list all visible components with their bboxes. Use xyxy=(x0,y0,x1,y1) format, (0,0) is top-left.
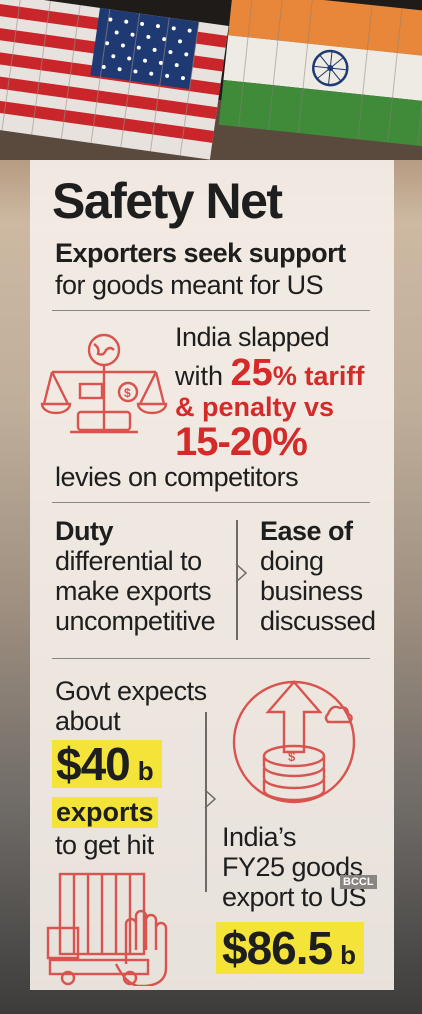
fy25-block: India’s FY25 goods export to US xyxy=(222,822,367,912)
ease-line: business xyxy=(260,576,363,606)
tariff-with: with xyxy=(175,361,224,391)
india-flag-container xyxy=(218,0,422,147)
tariff-line1: India slapped xyxy=(175,322,330,352)
tariff-suffix: % tariff xyxy=(272,361,365,391)
ease-line: doing xyxy=(260,546,324,576)
tariff-line5: levies on competitors xyxy=(55,462,299,492)
duty-line: make exports xyxy=(55,576,212,606)
govt-block: Govt expects about xyxy=(55,676,207,736)
header-flags-image xyxy=(0,0,422,160)
fy25-line: India’s xyxy=(222,822,297,852)
tariff-pct: 25 xyxy=(230,352,273,394)
duty-block: Duty differential to make exports uncomp… xyxy=(55,516,216,636)
govt-exports: exports xyxy=(56,797,154,827)
svg-text:$: $ xyxy=(124,386,131,400)
ease-block: Ease of doing business discussed xyxy=(260,516,376,636)
trade-scale-icon: $ xyxy=(40,333,168,434)
govt-unit: b xyxy=(137,756,154,786)
watermark: BCCL xyxy=(340,875,377,889)
rising-coins-icon: $ xyxy=(232,680,356,804)
fy25-value: $86.5 xyxy=(222,922,333,974)
tariff-range: 15-20% xyxy=(175,420,308,464)
duty-line: differential to xyxy=(55,546,202,576)
separator-notch xyxy=(235,564,248,582)
us-flag-container xyxy=(0,0,229,160)
vertical-separator xyxy=(236,520,238,640)
fy25-line: FY25 goods xyxy=(222,852,363,882)
page-title: Safety Net xyxy=(52,173,283,229)
svg-text:$: $ xyxy=(288,749,296,764)
subtitle: for goods meant for US xyxy=(55,270,324,300)
duty-line: uncompetitive xyxy=(55,606,216,636)
divider xyxy=(52,502,370,503)
tariff-line2: with 25% tariff xyxy=(175,352,364,395)
divider xyxy=(52,658,370,659)
govt-tail: to get hit xyxy=(55,830,154,860)
govt-value-box: $40 b xyxy=(52,740,162,788)
subtitle-bold: Exporters seek support xyxy=(55,238,346,268)
fy25-unit: b xyxy=(340,940,357,970)
govt-line: about xyxy=(55,706,121,736)
divider xyxy=(52,310,370,311)
fy25-value-box: $86.5 b xyxy=(216,922,365,974)
govt-exports-box: exports xyxy=(52,797,158,828)
content-card xyxy=(30,160,394,990)
tariff-line3: & penalty vs xyxy=(175,392,335,422)
vertical-separator xyxy=(205,712,207,892)
ease-line: discussed xyxy=(260,606,376,636)
govt-value: $40 xyxy=(56,738,131,790)
blocked-cargo-icon xyxy=(46,872,168,986)
govt-line: Govt expects xyxy=(55,676,207,706)
separator-notch xyxy=(204,790,217,808)
ease-line: Ease of xyxy=(260,516,353,546)
duty-title: Duty xyxy=(55,516,114,546)
